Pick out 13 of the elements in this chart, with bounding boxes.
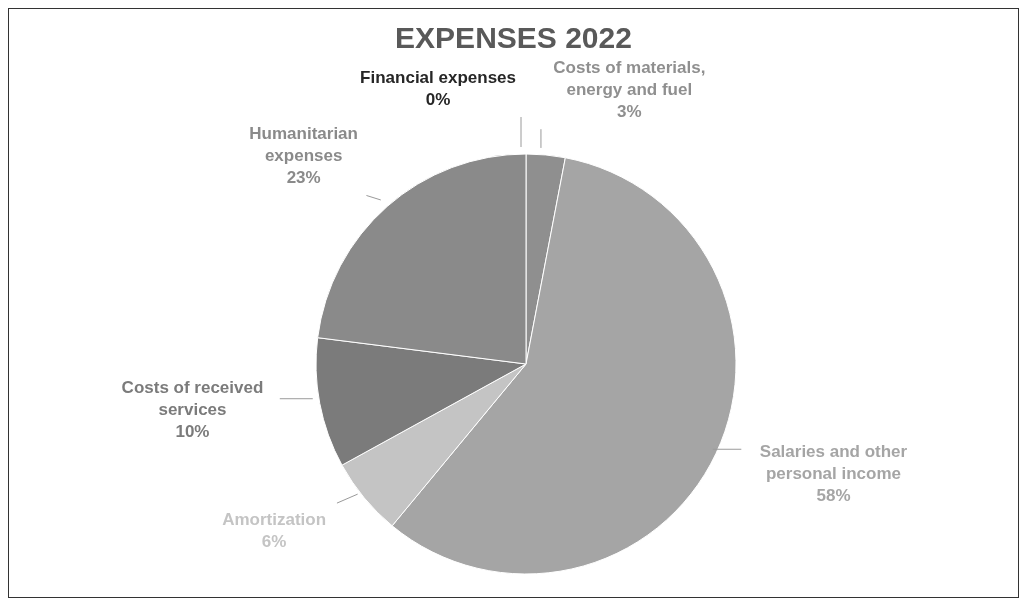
data-label: 23% (286, 168, 321, 188)
slice-label: Costs of materials, energy and fuel (553, 58, 706, 100)
slice-label: Salaries and other personal income (759, 441, 908, 483)
data-label: 58% (816, 485, 851, 505)
data-label: 3% (617, 102, 642, 122)
category-label: Financial expenses (360, 68, 517, 87)
text: 0% (425, 90, 451, 109)
data-label: 6% (261, 532, 287, 552)
slice-label: Humanitarian expenses (249, 124, 358, 166)
data-label: 10% (175, 421, 210, 441)
chart-title: EXPENSES 2022 (394, 21, 633, 55)
slice-label: Costs of received services (121, 377, 264, 419)
slice-label: Amortization (222, 510, 327, 530)
